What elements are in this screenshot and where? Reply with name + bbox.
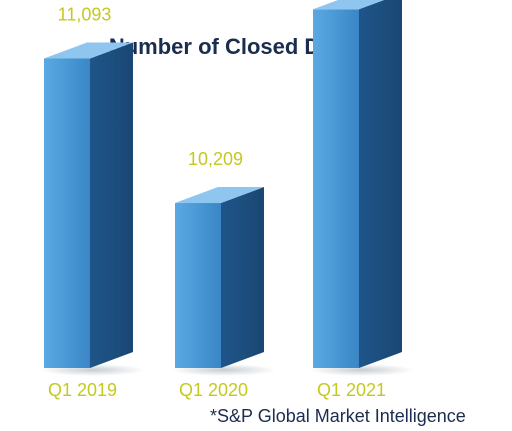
bar-3: 11,394Q1 2021: [309, 0, 414, 400]
category-label: Q1 2020: [179, 380, 248, 400]
bar-side-face: [90, 42, 133, 368]
bar-side-face: [359, 0, 402, 368]
bar-top-face: [175, 187, 264, 204]
source-note: *S&P Global Market Intelligence: [210, 406, 466, 426]
bar-2: 10,209 Q1 2020: [171, 149, 276, 400]
bar-side-face: [221, 187, 264, 368]
bar-1: 11,093 Q1 2019: [40, 4, 145, 400]
bar-front-face: [313, 9, 359, 368]
bar-top-face: [313, 0, 384, 10]
bar-top-face: [44, 42, 133, 59]
value-label: 11,093: [58, 4, 112, 24]
category-label: Q1 2019: [48, 380, 117, 400]
value-label: 10,209: [188, 149, 243, 169]
bar-front-face: [175, 203, 221, 368]
category-label: Q1 2021: [317, 380, 386, 400]
bars-layer: 11,093 Q1 2019 10,209 Q1 2020 11,394Q1 2021: [40, 0, 414, 400]
bar-front-face: [44, 58, 90, 368]
